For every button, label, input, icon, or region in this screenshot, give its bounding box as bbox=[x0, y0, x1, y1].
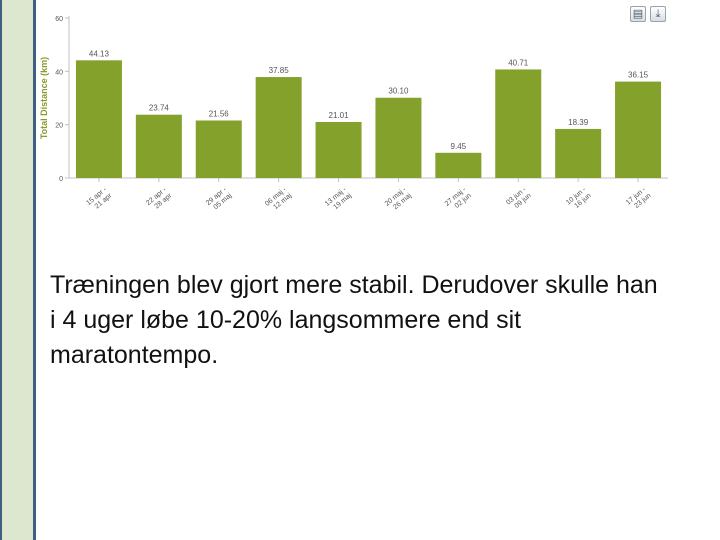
bar-value-label: 21.56 bbox=[209, 110, 230, 119]
bar-value-label: 9.45 bbox=[451, 142, 467, 151]
slide-caption: Træningen blev gjort mere stabil. Derudo… bbox=[50, 271, 658, 369]
x-category-label: 27 maj -02 jun bbox=[444, 186, 474, 214]
bar-value-label: 18.39 bbox=[568, 118, 589, 127]
bar bbox=[255, 77, 302, 178]
bar bbox=[375, 97, 422, 178]
y-tick-label: 40 bbox=[55, 69, 63, 76]
bar-value-label: 21.01 bbox=[329, 111, 350, 120]
bar-value-label: 23.74 bbox=[149, 104, 170, 113]
bar-value-label: 36.15 bbox=[628, 71, 649, 80]
bar-value-label: 44.13 bbox=[89, 49, 110, 58]
bar-chart: 0 20 40 60 Total Distance (km) 44.13 15 apr -2… bbox=[39, 16, 668, 214]
y-tick-label: 60 bbox=[55, 16, 63, 23]
download-icon[interactable]: ⤓ bbox=[650, 6, 666, 22]
printer-icon[interactable]: ▤ bbox=[630, 6, 646, 22]
x-category-label: 06 maj -12 maj bbox=[264, 186, 294, 214]
bar bbox=[195, 120, 242, 178]
x-category-label: 10 jun -16 jun bbox=[565, 186, 593, 213]
bar bbox=[495, 69, 542, 178]
x-category-label: 20 maj -26 maj bbox=[384, 186, 414, 214]
bar-value-label: 40.71 bbox=[508, 58, 529, 67]
bar bbox=[315, 121, 362, 178]
bar-value-label: 37.85 bbox=[269, 66, 290, 75]
y-tick-label: 0 bbox=[59, 176, 63, 183]
bar-value-label: 30.10 bbox=[388, 87, 409, 96]
bar bbox=[135, 114, 182, 178]
x-category-label: 29 apr -05 maj bbox=[205, 186, 234, 213]
x-category-label: 22 apr -28 apr bbox=[145, 186, 174, 213]
x-category-label: 13 maj -19 maj bbox=[324, 186, 354, 214]
y-tick-label: 20 bbox=[55, 123, 63, 130]
bar bbox=[435, 152, 482, 178]
y-axis-title: Total Distance (km) bbox=[39, 57, 49, 139]
x-category-label: 03 jun -09 jun bbox=[505, 186, 533, 213]
bar bbox=[75, 60, 122, 178]
bar bbox=[555, 128, 602, 178]
side-accent-bar bbox=[0, 0, 36, 540]
x-category-label: 15 apr -21 apr bbox=[85, 186, 114, 213]
x-category-label: 17 jun -23 jun bbox=[625, 186, 653, 213]
bar bbox=[615, 81, 662, 178]
